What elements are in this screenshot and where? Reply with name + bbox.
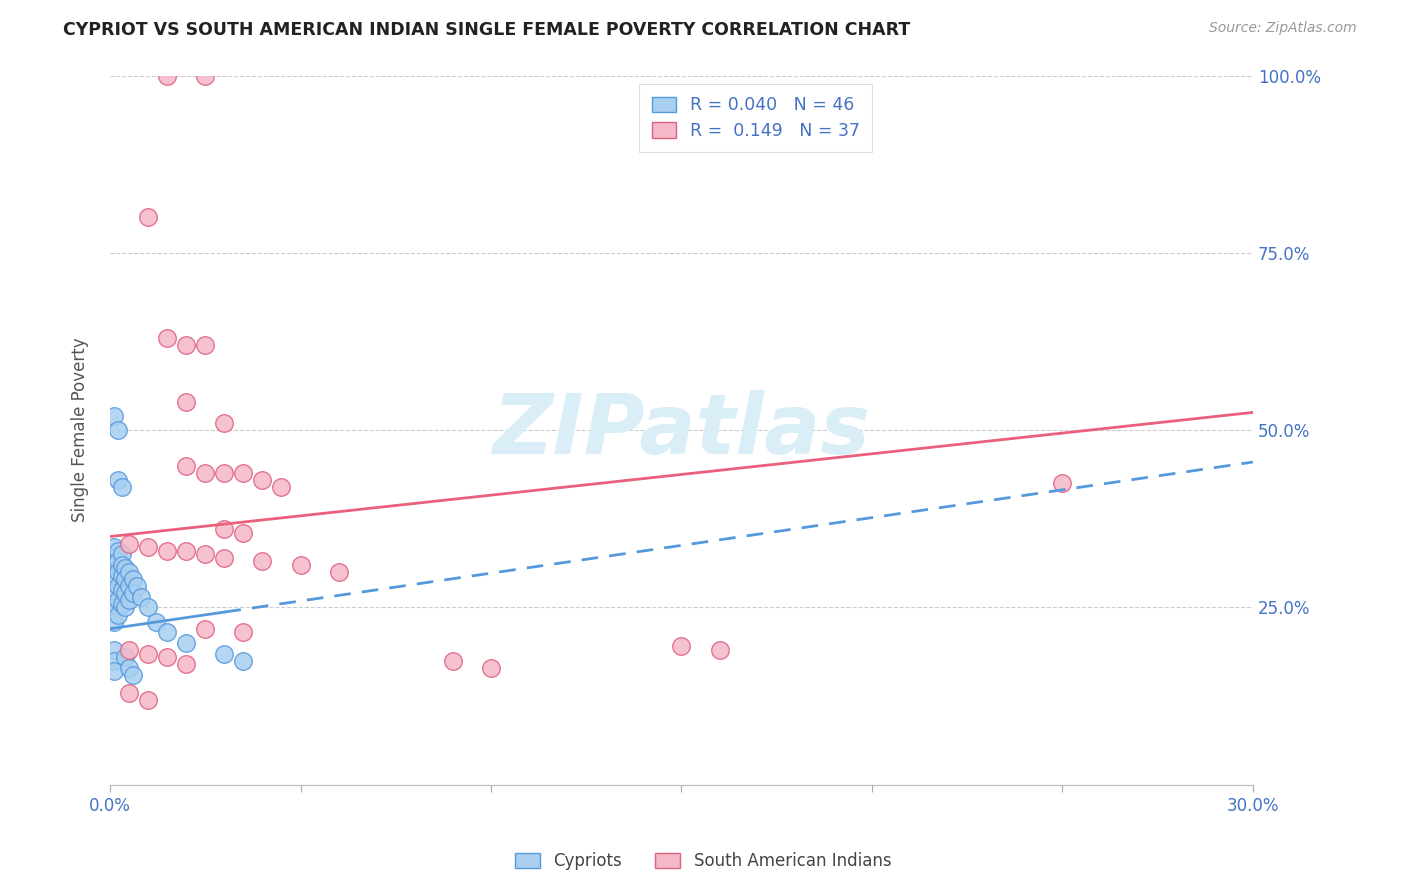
Point xyxy=(174,458,197,473)
Point xyxy=(1052,476,1074,491)
Point xyxy=(103,572,125,586)
Point xyxy=(290,558,312,572)
Point xyxy=(103,600,125,615)
Point xyxy=(214,466,236,480)
Point xyxy=(107,593,129,607)
Point xyxy=(214,416,236,430)
Point xyxy=(114,586,136,600)
Point xyxy=(107,607,129,622)
Point xyxy=(107,473,129,487)
Point xyxy=(118,593,141,607)
Point xyxy=(194,466,217,480)
Point xyxy=(174,657,197,672)
Point xyxy=(136,211,159,225)
Point xyxy=(194,622,217,636)
Point xyxy=(136,540,159,554)
Point xyxy=(103,586,125,600)
Point xyxy=(103,409,125,423)
Point xyxy=(214,523,236,537)
Point xyxy=(328,565,350,579)
Point xyxy=(103,643,125,657)
Point xyxy=(103,654,125,668)
Point xyxy=(107,565,129,579)
Point xyxy=(145,615,167,629)
Point xyxy=(174,394,197,409)
Point xyxy=(174,543,197,558)
Point xyxy=(252,473,274,487)
Point xyxy=(479,661,502,675)
Legend: R = 0.040   N = 46, R =  0.149   N = 37: R = 0.040 N = 46, R = 0.149 N = 37 xyxy=(640,84,872,153)
Point xyxy=(110,582,132,597)
Point xyxy=(118,685,141,699)
Point xyxy=(110,568,132,582)
Point xyxy=(156,69,179,83)
Point xyxy=(103,615,125,629)
Point xyxy=(156,543,179,558)
Point xyxy=(110,558,132,572)
Point xyxy=(114,600,136,615)
Point xyxy=(136,647,159,661)
Point xyxy=(118,643,141,657)
Point xyxy=(103,550,125,565)
Point xyxy=(136,692,159,706)
Point xyxy=(125,579,148,593)
Point xyxy=(110,547,132,561)
Point xyxy=(122,572,145,586)
Point xyxy=(122,586,145,600)
Point xyxy=(214,647,236,661)
Point xyxy=(194,547,217,561)
Point xyxy=(270,480,292,494)
Point xyxy=(114,650,136,665)
Point xyxy=(103,558,125,572)
Point xyxy=(122,668,145,682)
Point xyxy=(110,597,132,611)
Point xyxy=(709,643,731,657)
Point xyxy=(118,565,141,579)
Point xyxy=(156,650,179,665)
Point xyxy=(118,536,141,550)
Point xyxy=(671,640,693,654)
Point xyxy=(136,600,159,615)
Point xyxy=(107,554,129,568)
Point xyxy=(174,636,197,650)
Point xyxy=(107,543,129,558)
Point xyxy=(107,579,129,593)
Point xyxy=(114,561,136,575)
Point xyxy=(103,665,125,679)
Point xyxy=(118,579,141,593)
Point xyxy=(194,338,217,352)
Point xyxy=(103,540,125,554)
Point xyxy=(214,550,236,565)
Point xyxy=(110,480,132,494)
Y-axis label: Single Female Poverty: Single Female Poverty xyxy=(72,338,89,523)
Text: ZIPatlas: ZIPatlas xyxy=(492,390,870,471)
Point xyxy=(232,654,254,668)
Point xyxy=(232,526,254,541)
Point xyxy=(129,590,152,604)
Point xyxy=(232,625,254,640)
Text: CYPRIOT VS SOUTH AMERICAN INDIAN SINGLE FEMALE POVERTY CORRELATION CHART: CYPRIOT VS SOUTH AMERICAN INDIAN SINGLE … xyxy=(63,21,911,38)
Point xyxy=(118,661,141,675)
Point xyxy=(194,69,217,83)
Legend: Cypriots, South American Indians: Cypriots, South American Indians xyxy=(508,846,898,877)
Point xyxy=(114,572,136,586)
Text: Source: ZipAtlas.com: Source: ZipAtlas.com xyxy=(1209,21,1357,35)
Point xyxy=(441,654,464,668)
Point xyxy=(232,466,254,480)
Point xyxy=(156,625,179,640)
Point xyxy=(107,423,129,437)
Point xyxy=(174,338,197,352)
Point xyxy=(156,331,179,345)
Point xyxy=(252,554,274,568)
